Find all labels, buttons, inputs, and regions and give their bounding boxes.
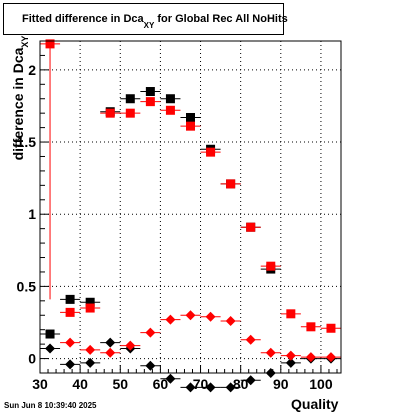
data-point-diamond xyxy=(145,327,156,338)
data-point-square xyxy=(186,113,195,123)
data-point-diamond xyxy=(45,343,56,354)
y-axis-label-main: difference in Dca xyxy=(10,47,26,161)
data-point-diamond xyxy=(125,340,136,351)
data-point-diamond xyxy=(225,382,236,393)
data-point-square xyxy=(145,87,155,97)
data-point-square xyxy=(286,309,296,319)
y-tick-label: 2 xyxy=(28,62,36,78)
data-point-square xyxy=(85,303,95,313)
data-point-square xyxy=(145,97,155,107)
data-point-diamond xyxy=(285,357,296,368)
x-tick-label: 80 xyxy=(233,376,249,392)
y-axis-label: difference in DcaXY xyxy=(10,18,30,178)
data-point-diamond xyxy=(245,375,256,386)
chart-title: Fitted difference in DcaXY for Global Re… xyxy=(22,13,288,30)
data-point-square xyxy=(226,179,236,189)
chart-title-suffix: for Global Rec All NoHits xyxy=(154,13,288,25)
x-tick-label: 100 xyxy=(309,376,333,392)
x-tick-label: 30 xyxy=(32,376,48,392)
chart-title-box: Fitted difference in DcaXY for Global Re… xyxy=(3,3,288,35)
chart-title-main: Fitted difference in Dca xyxy=(22,13,144,25)
x-tick-label: 40 xyxy=(72,376,88,392)
y-tick-label: 1.5 xyxy=(17,134,37,150)
data-point-diamond xyxy=(185,310,196,321)
data-point-square xyxy=(105,108,115,118)
grid xyxy=(40,41,341,373)
data-point-square xyxy=(266,261,276,271)
data-point-square xyxy=(85,297,95,307)
y-tick-label: 0.5 xyxy=(17,278,37,294)
data-point-diamond xyxy=(85,357,96,368)
data-point-square xyxy=(65,307,75,317)
data-point-square xyxy=(306,322,316,332)
data-point-diamond xyxy=(165,314,176,325)
data-point-diamond xyxy=(285,350,296,361)
x-tick-label: 90 xyxy=(273,376,289,392)
data-point-square xyxy=(206,147,216,157)
data-markers xyxy=(40,39,341,393)
x-axis-label: Quality xyxy=(291,396,339,412)
data-point-square xyxy=(125,108,135,118)
series-1 xyxy=(40,39,341,333)
data-point-diamond xyxy=(65,359,76,370)
data-point-diamond xyxy=(85,344,96,355)
data-point-diamond xyxy=(245,334,256,345)
x-tick-label: 60 xyxy=(153,376,169,392)
data-point-square xyxy=(326,323,336,333)
data-point-diamond xyxy=(105,337,116,348)
x-tick-label: 50 xyxy=(112,376,128,392)
data-point-diamond xyxy=(205,382,216,393)
timestamp: Sun Jun 8 10:39:40 2025 xyxy=(4,401,97,410)
data-point-diamond xyxy=(225,316,236,327)
data-point-diamond xyxy=(145,360,156,371)
x-tick-label: 70 xyxy=(193,376,209,392)
y-tick-label: 0 xyxy=(28,351,36,367)
axis-ticks xyxy=(39,40,338,374)
data-point-diamond xyxy=(265,347,276,358)
data-point-diamond xyxy=(205,311,216,322)
data-point-square xyxy=(45,329,55,339)
y-tick-label: 1 xyxy=(28,206,36,222)
data-point-square xyxy=(165,94,175,104)
data-point-square xyxy=(246,222,256,232)
data-point-diamond xyxy=(105,347,116,358)
data-point-square xyxy=(65,294,75,304)
data-point-diamond xyxy=(185,382,196,393)
plot-frame xyxy=(39,40,342,374)
data-point-diamond xyxy=(65,337,76,348)
y-axis-label-subscript: XY xyxy=(20,35,30,48)
data-point-square xyxy=(125,94,135,104)
data-point-square xyxy=(186,121,195,131)
axis-tick-labels: 30 40 50 60 70 80 90 100 0 0.5 1 1.5 2 xyxy=(17,62,333,392)
data-point-diamond xyxy=(305,352,316,363)
data-point-square xyxy=(165,105,175,115)
data-point-diamond xyxy=(325,352,336,363)
chart-title-subscript: XY xyxy=(143,21,155,30)
series-0 xyxy=(40,87,281,339)
series-3 xyxy=(60,310,341,363)
data-point-diamond xyxy=(165,373,176,384)
